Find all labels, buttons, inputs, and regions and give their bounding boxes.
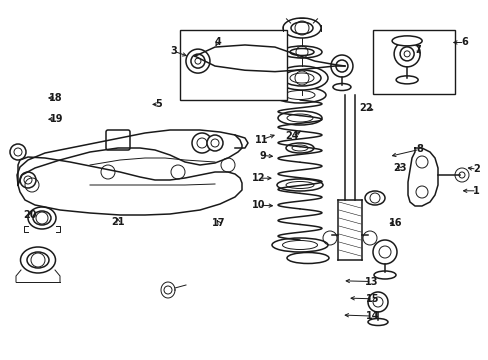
Ellipse shape xyxy=(20,247,55,273)
FancyBboxPatch shape xyxy=(106,130,130,150)
Ellipse shape xyxy=(395,76,417,84)
Ellipse shape xyxy=(373,271,395,279)
Circle shape xyxy=(10,144,26,160)
Text: 10: 10 xyxy=(252,200,265,210)
Circle shape xyxy=(330,55,352,77)
Text: 9: 9 xyxy=(259,150,266,161)
Text: 22: 22 xyxy=(358,103,372,113)
Text: 2: 2 xyxy=(472,164,479,174)
Text: 19: 19 xyxy=(49,114,63,124)
Ellipse shape xyxy=(276,179,323,191)
Ellipse shape xyxy=(364,191,384,205)
Text: 20: 20 xyxy=(23,210,37,220)
Text: 12: 12 xyxy=(252,173,265,183)
Text: 18: 18 xyxy=(49,93,63,103)
Text: 5: 5 xyxy=(155,99,162,109)
Circle shape xyxy=(372,240,396,264)
Text: 3: 3 xyxy=(170,46,177,56)
Text: 13: 13 xyxy=(364,276,378,287)
Ellipse shape xyxy=(286,252,328,264)
Text: 7: 7 xyxy=(414,45,421,55)
Ellipse shape xyxy=(271,238,327,252)
Ellipse shape xyxy=(275,66,327,90)
Text: 6: 6 xyxy=(460,37,467,48)
Bar xyxy=(372,30,454,94)
Ellipse shape xyxy=(28,207,56,229)
Text: 8: 8 xyxy=(415,144,422,154)
Circle shape xyxy=(393,41,419,67)
Text: 23: 23 xyxy=(392,163,406,174)
Ellipse shape xyxy=(282,46,321,58)
Ellipse shape xyxy=(273,87,325,103)
Text: 15: 15 xyxy=(365,294,379,304)
Ellipse shape xyxy=(283,18,320,38)
Ellipse shape xyxy=(367,319,387,325)
Text: 11: 11 xyxy=(254,135,268,145)
Ellipse shape xyxy=(278,111,321,125)
Text: 1: 1 xyxy=(472,186,479,196)
Text: 21: 21 xyxy=(111,217,125,228)
Text: 14: 14 xyxy=(365,311,379,321)
Text: 4: 4 xyxy=(214,37,221,48)
Ellipse shape xyxy=(285,143,313,153)
Circle shape xyxy=(192,133,212,153)
Circle shape xyxy=(206,135,223,151)
Circle shape xyxy=(185,49,209,73)
Ellipse shape xyxy=(391,36,421,46)
Text: 17: 17 xyxy=(212,218,225,228)
Text: 24: 24 xyxy=(285,131,299,141)
Circle shape xyxy=(367,292,387,312)
Ellipse shape xyxy=(332,84,350,90)
Bar xyxy=(180,30,286,100)
Text: 16: 16 xyxy=(388,218,402,228)
